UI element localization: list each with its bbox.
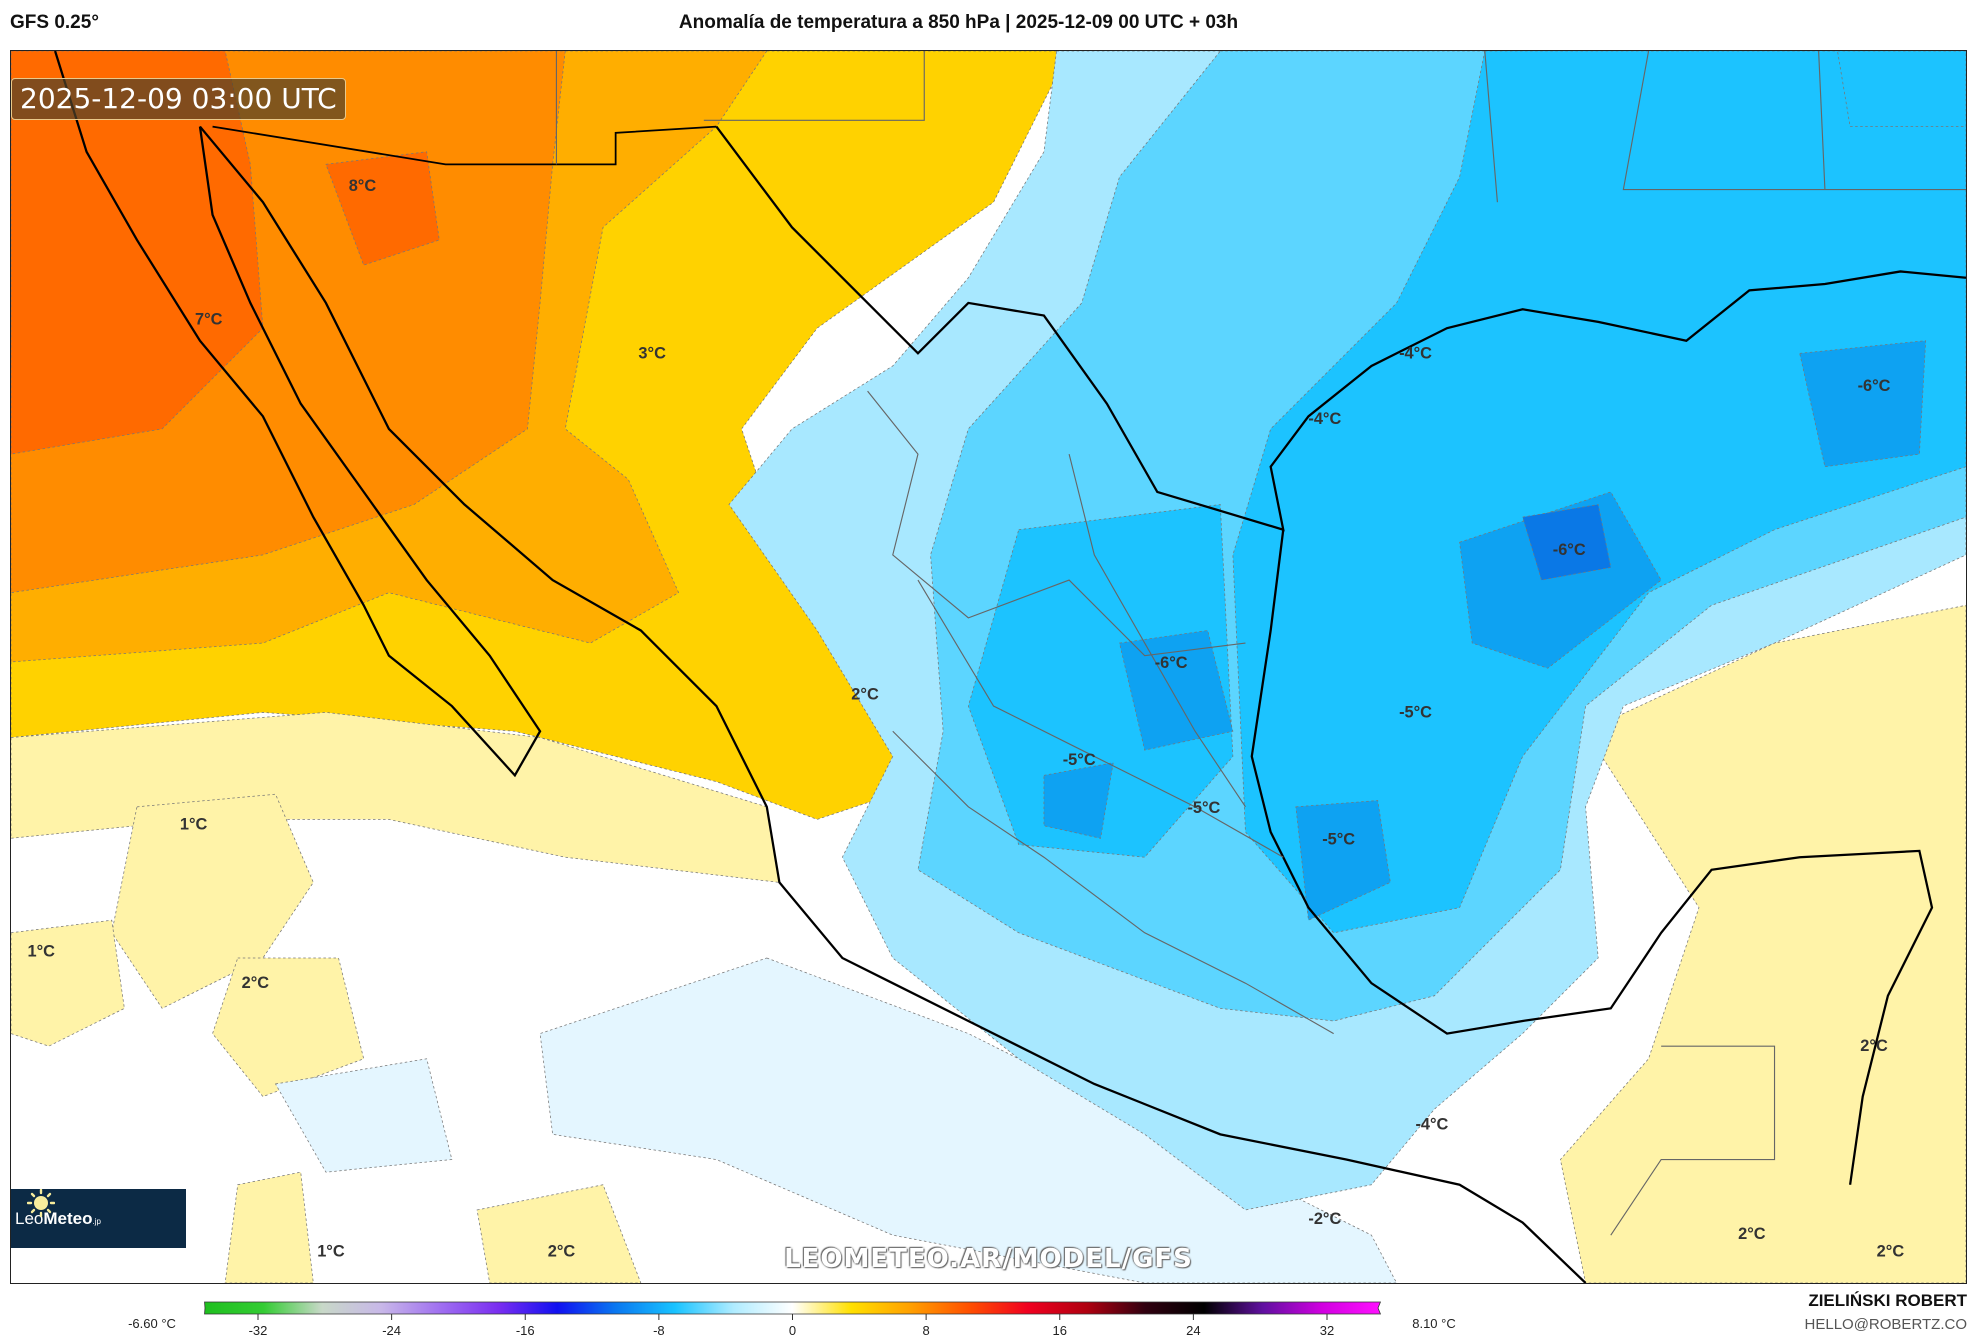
state-border xyxy=(1484,51,1498,203)
baja-coast xyxy=(54,51,542,778)
sun-icon xyxy=(27,1189,55,1217)
temperature-label: 1°C xyxy=(317,1243,345,1261)
colorbar-tick-label: 24 xyxy=(1186,1323,1200,1338)
colorbar-tick-label: -32 xyxy=(249,1323,268,1338)
anomaly-region-very-light_blue xyxy=(274,1058,453,1173)
colorbar-tick-label: -8 xyxy=(653,1323,665,1338)
author-name: ZIELIŃSKI ROBERT xyxy=(1808,1291,1967,1310)
temperature-label: 1°C xyxy=(180,816,208,834)
temperature-label: 2°C xyxy=(548,1243,576,1261)
state-border xyxy=(1622,51,1966,191)
logo-light: Leo xyxy=(15,1208,44,1228)
pacific-coast xyxy=(199,125,1587,1283)
anomaly-region-blue xyxy=(1295,800,1391,921)
anomaly-region-pale-yellow xyxy=(1559,604,1966,1283)
temperature-label: -4°C xyxy=(1399,344,1432,362)
temperature-label: 1°C xyxy=(27,943,55,961)
temperature-label: -5°C xyxy=(1063,751,1096,769)
colorbar-tick-label: 16 xyxy=(1053,1323,1067,1338)
colorbar-tick-label: -16 xyxy=(516,1323,535,1338)
map-title: Anomalía de temperatura a 850 hPa | 2025… xyxy=(678,12,1239,33)
state-border xyxy=(555,51,925,165)
colorbar-ticks: -32 -24 -16 -8 0 8 16 24 32 xyxy=(249,1314,1334,1338)
temperature-labels: 8°C 7°C 3°C -4°C -4°C -6°C -6°C -6°C 2°C -5°C -5°C… xyxy=(27,177,1904,1261)
temperature-label: 8°C xyxy=(349,177,377,195)
anomaly-region-pale-yellow xyxy=(212,957,365,1098)
state-border xyxy=(867,390,1246,657)
model-name: GFS 0.25° xyxy=(10,12,99,33)
anomaly-region-pale-yellow xyxy=(476,1184,642,1283)
anomaly-region-cyan-blue xyxy=(1232,51,1966,934)
gulf-coast xyxy=(715,125,1966,532)
anomaly-region-pale-yellow xyxy=(11,711,780,883)
state-border xyxy=(892,730,1334,1035)
state-borders xyxy=(555,51,1966,1236)
temperature-label: -5°C xyxy=(1187,799,1220,817)
temperature-label: 2°C xyxy=(1877,1243,1905,1261)
anomaly-region-blue xyxy=(1459,491,1662,669)
temperature-label: 2°C xyxy=(851,686,879,704)
colorbar-tick-label: 0 xyxy=(789,1323,796,1338)
anomaly-region-cyan-blue xyxy=(1837,51,1966,127)
state-border xyxy=(1818,51,1826,190)
colorbar-max-label: 8.10 °C xyxy=(1412,1316,1456,1331)
temperature-label: 3°C xyxy=(638,344,666,362)
temperature-label: 2°C xyxy=(1738,1225,1766,1243)
watermark-url: LEOMETEO.AR/MODEL/GFS xyxy=(784,1244,1193,1274)
logo-bold: Meteo xyxy=(43,1208,93,1228)
logo-suffix: .jp xyxy=(92,1216,101,1226)
coastlines xyxy=(54,51,1966,1283)
temperature-label: -4°C xyxy=(1415,1115,1448,1133)
temperature-label: -4°C xyxy=(1308,410,1341,428)
colorbar-tick-label: -24 xyxy=(382,1323,401,1338)
temperature-label: 7°C xyxy=(195,310,223,328)
colorbar-tick-label: 32 xyxy=(1320,1323,1334,1338)
state-border xyxy=(917,579,1284,858)
temperature-label: -5°C xyxy=(1322,831,1355,849)
temperature-label: 2°C xyxy=(1860,1037,1888,1055)
anomaly-region-blue xyxy=(1799,340,1927,468)
map-canvas: 8°C 7°C 3°C -4°C -4°C -6°C -6°C -6°C 2°C -5°C -5°C… xyxy=(11,51,1966,1283)
temperature-label: -5°C xyxy=(1399,703,1432,721)
temperature-label: 2°C xyxy=(242,974,270,992)
leometeo-logo: LeoMeteo.jp xyxy=(11,1189,186,1248)
anomaly-region-deep-blue xyxy=(1522,504,1612,581)
colorbar-min-label: -6.60 °C xyxy=(128,1316,176,1331)
country-border xyxy=(1610,1045,1776,1236)
temperature-label: -6°C xyxy=(1553,541,1586,559)
anomaly-region-blue xyxy=(1119,630,1234,751)
logo-text: LeoMeteo.jp xyxy=(15,1209,101,1229)
anomaly-fills xyxy=(11,51,1966,1283)
anomaly-region-pale-yellow xyxy=(224,1171,314,1283)
anomaly-region-blue xyxy=(1043,762,1114,839)
temperature-label: -6°C xyxy=(1155,654,1188,672)
mexico-gulf-coast xyxy=(1250,529,1934,1185)
temperature-label: -2°C xyxy=(1308,1210,1341,1228)
us-border xyxy=(212,125,717,166)
colorbar-tick-label: 8 xyxy=(923,1323,930,1338)
state-border xyxy=(1068,453,1246,808)
colorbar-gradient xyxy=(204,1301,1382,1315)
anomaly-region-pale-yellow xyxy=(11,919,125,1047)
valid-time-stamp: 2025-12-09 03:00 UTC xyxy=(11,78,346,120)
author-email: HELLO@ROBERTZ.CO xyxy=(1804,1316,1967,1333)
temperature-anomaly-map: 8°C 7°C 3°C -4°C -4°C -6°C -6°C -6°C 2°C -5°C -5°C… xyxy=(10,50,1967,1284)
colorbar: -6.60 °C 8.10 °C -32 -24 -16 -8 0 8 16 24 32 xyxy=(128,1301,1456,1338)
temperature-label: -6°C xyxy=(1858,377,1891,395)
